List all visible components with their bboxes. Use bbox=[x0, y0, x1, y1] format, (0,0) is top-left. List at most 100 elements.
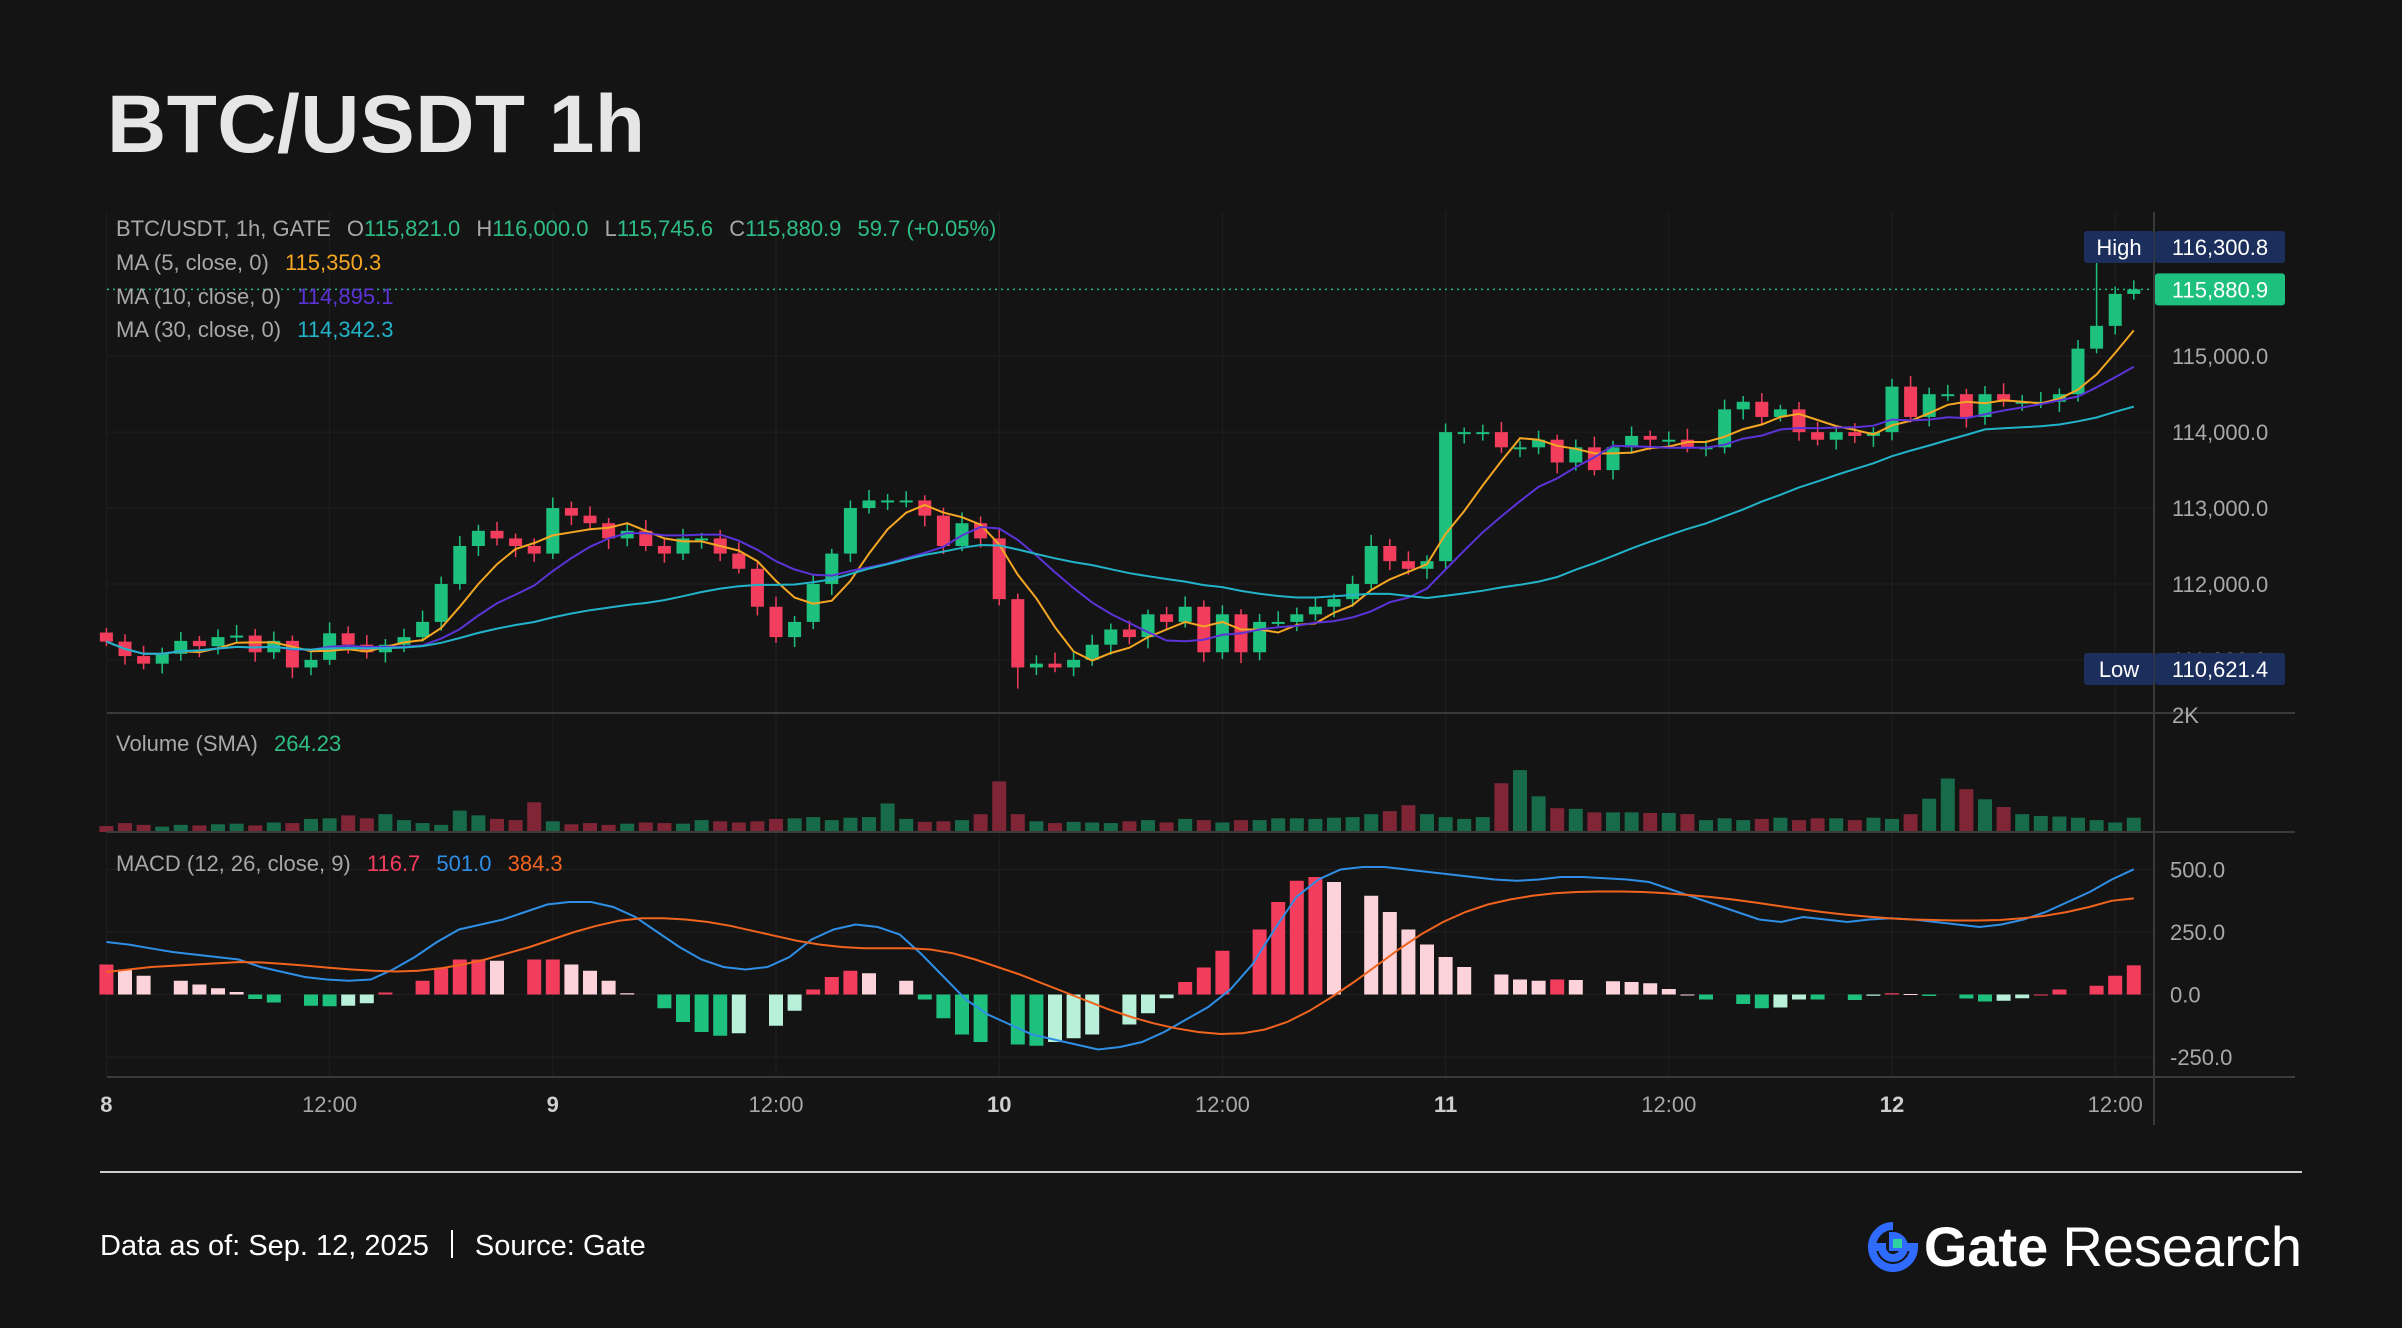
volume-bar bbox=[1885, 818, 1899, 832]
macd-histogram-bar bbox=[1754, 994, 1769, 1009]
price-tick-label: 112,000.0 bbox=[2172, 572, 2268, 597]
legend-high-label: H bbox=[476, 216, 493, 241]
volume-bar bbox=[1531, 796, 1546, 832]
ma5-label: MA (5, close, 0) bbox=[116, 250, 269, 275]
candle-body bbox=[1941, 394, 1955, 397]
candle-body bbox=[1606, 447, 1620, 471]
candle-body bbox=[657, 546, 671, 554]
candle-body bbox=[1122, 629, 1136, 638]
macd-histogram-bar bbox=[1178, 982, 1193, 995]
volume-bar bbox=[1010, 814, 1025, 832]
volume-bar bbox=[99, 826, 114, 832]
candle bbox=[1513, 441, 1527, 458]
macd-histogram-bar bbox=[211, 988, 225, 995]
price-tick-label: 114,000.0 bbox=[2172, 420, 2268, 445]
volume-bar bbox=[2071, 817, 2085, 832]
macd-histogram-bar bbox=[266, 994, 281, 1003]
ohlc-legend: BTC/USDT, 1h, GATE O115,821.0 H116,000.0… bbox=[116, 216, 1006, 242]
candle bbox=[1308, 597, 1322, 621]
macd-histogram-bar bbox=[1699, 994, 1713, 1000]
candle bbox=[2108, 286, 2122, 335]
macd-histogram-bar bbox=[1550, 979, 1565, 995]
candle-body bbox=[509, 538, 523, 546]
ma5-value: 115,350.3 bbox=[284, 250, 382, 275]
candle bbox=[862, 490, 876, 514]
macd-line bbox=[106, 866, 2135, 1051]
volume-bar bbox=[955, 820, 969, 832]
volume-bar bbox=[657, 823, 672, 832]
source-value: Gate bbox=[582, 1230, 646, 1262]
candle-body bbox=[1625, 435, 1639, 448]
price-tick-label: 115,000.0 bbox=[2172, 344, 2268, 369]
candle-body bbox=[881, 500, 895, 503]
volume-bar bbox=[1252, 820, 1267, 832]
macd-histogram-bar bbox=[359, 994, 374, 1004]
candle bbox=[1048, 652, 1062, 673]
candle bbox=[1662, 431, 1676, 448]
macd-histogram-bar bbox=[1978, 994, 1992, 1002]
candle-body bbox=[155, 653, 169, 664]
candle-body bbox=[1457, 432, 1471, 435]
macd-histogram-bar bbox=[955, 994, 969, 1035]
macd-histogram-bar bbox=[1420, 944, 1434, 995]
macd-histogram-bar bbox=[1215, 950, 1230, 995]
macd-histogram-bar bbox=[1029, 994, 1044, 1046]
macd-histogram-bar bbox=[1494, 974, 1509, 995]
candle bbox=[1160, 606, 1174, 631]
macd-histogram-bar bbox=[1513, 979, 1527, 995]
candle-body bbox=[918, 500, 932, 516]
volume-bar bbox=[508, 820, 523, 832]
macd-histogram-bar bbox=[1866, 994, 1881, 996]
macd-histogram-bar bbox=[1457, 967, 1472, 995]
volume-bar bbox=[378, 814, 393, 832]
macd-histogram-bar bbox=[1048, 994, 1062, 1042]
volume-bar bbox=[1661, 812, 1676, 832]
high-tag-label: High bbox=[2096, 235, 2141, 260]
candle-body bbox=[1253, 621, 1267, 653]
macd-histogram-bar bbox=[1606, 981, 1620, 995]
candle-body bbox=[1662, 439, 1676, 442]
volume-bar bbox=[1141, 820, 1155, 832]
macd-legend: MACD (12, 26, close, 9) 116.7 501.0 384.… bbox=[116, 851, 573, 877]
candle-body bbox=[211, 637, 225, 647]
high-tag-value-bg bbox=[2155, 231, 2285, 263]
candle bbox=[1364, 534, 1378, 589]
macd-histogram-bar bbox=[2052, 989, 2067, 995]
macd-histogram-bar bbox=[936, 994, 951, 1019]
volume-bar bbox=[2108, 822, 2123, 832]
volume-bar bbox=[1438, 817, 1453, 832]
macd-label: MACD (12, 26, close, 9) bbox=[116, 851, 351, 876]
candle bbox=[750, 561, 764, 616]
time-tick-label: 10 bbox=[987, 1092, 1011, 1117]
candle-body bbox=[843, 508, 857, 554]
volume-bar bbox=[1289, 818, 1304, 832]
macd-histogram-bar bbox=[731, 994, 746, 1034]
candle-body bbox=[1550, 439, 1564, 463]
volume-bar bbox=[211, 824, 225, 832]
macd-histogram-bar bbox=[899, 980, 914, 995]
macd-tick-label: -250.0 bbox=[2170, 1045, 2232, 1070]
macd-histogram-bar bbox=[676, 994, 690, 1022]
macd-histogram-bar bbox=[248, 994, 263, 999]
candle-body bbox=[192, 640, 206, 647]
volume-bar bbox=[1643, 812, 1658, 832]
ma10-label: MA (10, close, 0) bbox=[116, 284, 282, 309]
volume-bar bbox=[2033, 815, 2048, 832]
volume-bar bbox=[787, 818, 802, 832]
low-tag-label-bg bbox=[2084, 653, 2154, 685]
price-chart[interactable]: 111,000.0112,000.0113,000.0114,000.0115,… bbox=[0, 0, 2402, 1160]
macd-signal-line bbox=[106, 890, 2134, 1036]
macd-histogram-bar bbox=[434, 968, 449, 995]
macd-histogram-bar bbox=[322, 994, 337, 1007]
candle-body bbox=[1364, 546, 1378, 584]
time-tick-label: 12:00 bbox=[302, 1092, 357, 1117]
candle bbox=[881, 494, 895, 511]
volume-bar bbox=[285, 823, 300, 832]
price-tick-label: 113,000.0 bbox=[2172, 496, 2268, 521]
candle bbox=[192, 635, 206, 658]
volume-bar bbox=[1959, 789, 1974, 832]
candle bbox=[1383, 538, 1397, 571]
price-tags: High 116,300.8 115,880.9 Low 110,621.4 bbox=[2084, 231, 2285, 685]
macd-histogram-bar bbox=[1847, 994, 1862, 1000]
volume-bar bbox=[341, 815, 356, 832]
